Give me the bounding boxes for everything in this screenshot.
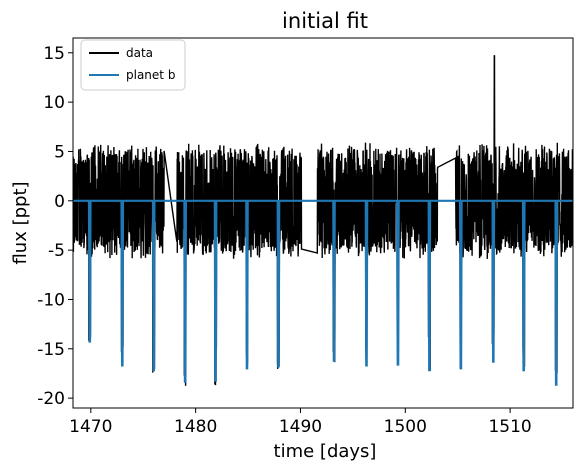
x-tick-label: 1490 <box>279 417 322 437</box>
chart-title: initial fit <box>282 9 368 33</box>
planet-b-transit-point <box>121 364 124 367</box>
x-tick-label: 1470 <box>69 417 112 437</box>
planet-b-transit-point <box>428 369 431 372</box>
y-axis-label: flux [ppt] <box>10 181 31 264</box>
y-tick-label: 5 <box>54 142 65 162</box>
plot-area <box>73 55 573 386</box>
axes: 1470 1480 1490 1500 1510 -20 -15 -10 -5 0 5 10 15 <box>37 37 574 437</box>
planet-b-transit-point <box>397 363 399 366</box>
legend-label-data: data <box>126 46 153 60</box>
y-tick-label: -10 <box>37 290 65 310</box>
plot-frame <box>72 37 574 409</box>
y-tick-label: -15 <box>37 340 65 360</box>
legend: data planet b <box>80 39 186 91</box>
y-tick-label: 10 <box>43 93 65 113</box>
planet-b-transit-point <box>555 383 558 386</box>
planet-b-transit-point <box>333 359 335 362</box>
planet-b-transit-point <box>184 380 186 383</box>
legend-label-planet-b: planet b <box>126 68 175 82</box>
planet-b-transit-point <box>246 367 248 370</box>
x-tick-label: 1480 <box>174 417 217 437</box>
planet-b-transit-point <box>522 369 525 372</box>
planet-b-transit-point <box>277 365 280 368</box>
planet-b-transit-point <box>152 369 155 372</box>
x-tick-label: 1510 <box>488 417 531 437</box>
planet-b-transit-point <box>365 364 368 367</box>
x-axis-label: time [days] <box>274 441 377 462</box>
y-tick-label: -5 <box>48 241 65 261</box>
x-tick-label: 1500 <box>384 417 427 437</box>
series-data-line <box>73 55 573 386</box>
planet-b-transit-point <box>460 367 462 370</box>
y-tick-label: 0 <box>54 192 65 212</box>
planet-b-transit-point <box>88 340 91 343</box>
planet-b-transit-point <box>214 379 217 382</box>
y-tick-label: -20 <box>37 389 65 409</box>
y-tick-label: 15 <box>43 44 65 64</box>
planet-b-transit-point <box>492 360 495 363</box>
